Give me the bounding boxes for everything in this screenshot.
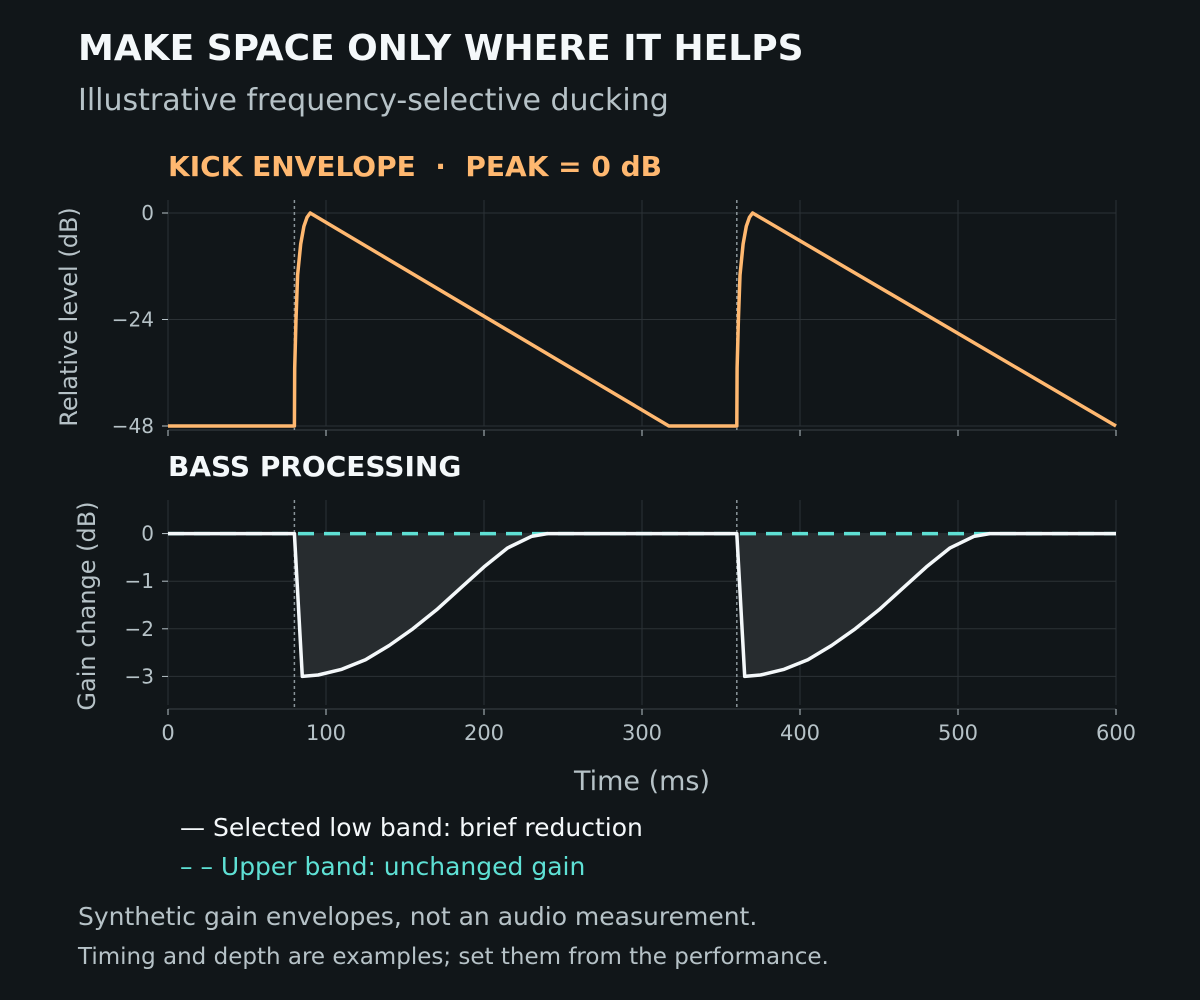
bass-marks [168, 500, 1116, 709]
bass-y-axis-label: Gain change (dB) [73, 501, 101, 710]
kick-marks [168, 200, 1117, 430]
x-tick-label: 500 [938, 721, 978, 745]
y-tick-label: −24 [112, 308, 154, 332]
x-tick-label: 100 [306, 721, 346, 745]
y-tick-label: −48 [112, 414, 154, 438]
kick-panel: KICK ENVELOPE · PEAK = 0 dB 0 −24 −48 Rela… [55, 150, 1117, 438]
y-tick-label: −2 [125, 617, 154, 641]
x-tick-label: 200 [464, 721, 504, 745]
footer-note-2: Timing and depth are examples; set them … [77, 944, 829, 970]
bass-panel: BASS PROCESSING 0 −1 −2 −3 0 100 200 300 400 500 6… [73, 450, 1136, 797]
kick-panel-title: KICK ENVELOPE · PEAK = 0 dB [168, 150, 662, 183]
bass-ticks: 0 −1 −2 −3 0 100 200 300 400 500 600 [125, 522, 1137, 745]
y-tick-label: −3 [125, 664, 154, 688]
x-tick-label: 600 [1096, 721, 1136, 745]
legend-upper-band: – – Upper band: unchanged gain [180, 852, 585, 881]
x-tick-label: 300 [622, 721, 662, 745]
page-title: MAKE SPACE ONLY WHERE IT HELPS [78, 28, 804, 69]
bass-panel-title: BASS PROCESSING [168, 450, 461, 483]
gain-reduction-fill [168, 533, 1116, 677]
kick-envelope-line [168, 211, 1117, 428]
x-tick-label: 400 [780, 721, 820, 745]
kick-ticks: 0 −24 −48 [112, 201, 1117, 438]
y-tick-label: −1 [125, 569, 154, 593]
y-tick-label: 0 [141, 522, 154, 546]
kick-grid [167, 200, 1117, 427]
x-axis-label: Time (ms) [573, 766, 710, 797]
legend: — Selected low band: brief reduction – –… [180, 813, 643, 881]
page-subtitle: Illustrative frequency-selective ducking [78, 83, 669, 118]
x-tick-label: 0 [161, 721, 174, 745]
footer-note-1: Synthetic gain envelopes, not an audio m… [78, 902, 757, 931]
legend-low-band: — Selected low band: brief reduction [180, 813, 643, 842]
kick-y-axis-label: Relative level (dB) [55, 207, 83, 427]
y-tick-label: 0 [141, 201, 154, 225]
low-band-line [168, 531, 1116, 679]
